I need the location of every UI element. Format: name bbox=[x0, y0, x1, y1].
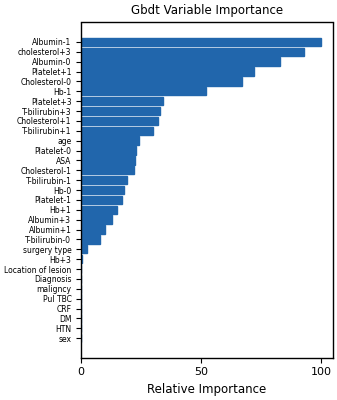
Bar bbox=[81, 97, 163, 105]
Bar bbox=[81, 255, 82, 263]
Bar bbox=[81, 58, 280, 66]
Bar bbox=[81, 67, 254, 76]
Bar bbox=[81, 235, 100, 244]
Bar bbox=[81, 196, 122, 204]
Bar bbox=[81, 126, 153, 135]
Bar bbox=[81, 77, 242, 86]
Bar bbox=[81, 107, 160, 115]
Bar bbox=[81, 176, 127, 184]
Bar bbox=[81, 136, 139, 145]
X-axis label: Relative Importance: Relative Importance bbox=[147, 383, 267, 396]
Title: Gbdt Variable Importance: Gbdt Variable Importance bbox=[131, 4, 283, 17]
Bar bbox=[81, 38, 321, 46]
Bar bbox=[81, 186, 124, 194]
Bar bbox=[81, 146, 136, 155]
Bar bbox=[81, 117, 158, 125]
Bar bbox=[81, 87, 206, 96]
Bar bbox=[81, 225, 105, 234]
Bar bbox=[81, 48, 304, 56]
Bar bbox=[81, 166, 134, 174]
Bar bbox=[81, 216, 112, 224]
Bar bbox=[81, 206, 117, 214]
Bar bbox=[81, 245, 87, 254]
Bar bbox=[81, 156, 135, 165]
